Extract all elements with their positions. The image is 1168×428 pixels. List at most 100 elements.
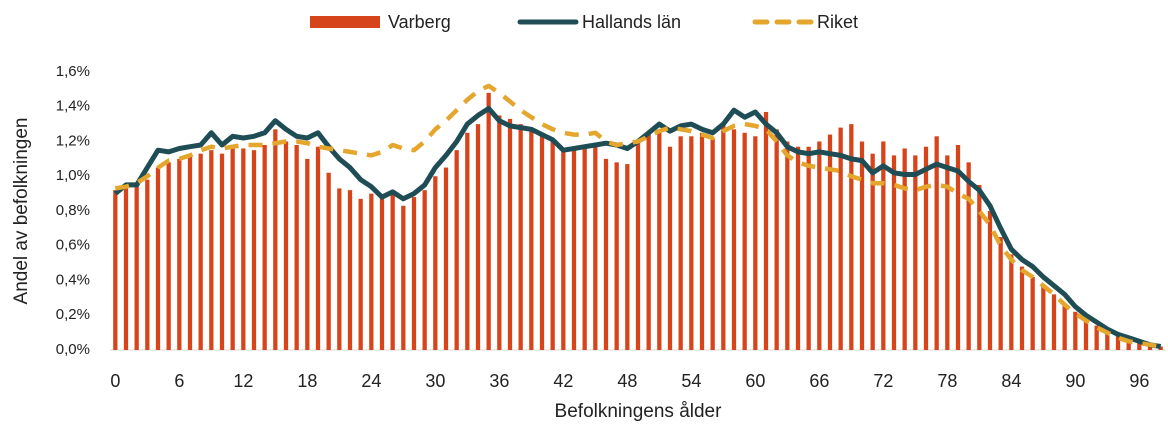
bar xyxy=(806,146,811,350)
bar xyxy=(262,144,267,350)
dashed-line xyxy=(114,83,1162,349)
bar xyxy=(305,158,310,350)
x-tick-label: 24 xyxy=(361,371,381,391)
bar xyxy=(763,111,769,351)
bar xyxy=(155,167,161,350)
bar xyxy=(273,129,278,350)
bar xyxy=(241,148,246,350)
bar xyxy=(475,124,481,350)
bar xyxy=(177,158,182,350)
bar xyxy=(518,124,523,350)
bar xyxy=(582,146,587,350)
bar xyxy=(859,141,865,350)
bar xyxy=(369,193,374,350)
bar xyxy=(507,118,513,350)
y-axis-title: Andel av befolkningen xyxy=(11,118,32,305)
bar xyxy=(731,129,737,350)
bar xyxy=(785,141,790,350)
x-axis-title: Befolkningens ålder xyxy=(555,401,723,422)
bar xyxy=(699,132,705,350)
bar xyxy=(689,136,694,350)
bar xyxy=(1030,277,1035,350)
bar xyxy=(1051,294,1057,350)
x-tick-label: 12 xyxy=(233,371,253,391)
y-tick-label: 1,2% xyxy=(56,132,90,149)
bar xyxy=(625,164,630,350)
bar xyxy=(902,148,907,350)
bar xyxy=(977,184,982,350)
x-tick-label: 42 xyxy=(553,371,573,391)
bar xyxy=(571,146,577,350)
bar xyxy=(337,188,342,350)
legend-label: Hallands län xyxy=(582,12,681,32)
bar xyxy=(923,146,929,350)
bar xyxy=(294,144,299,350)
bar xyxy=(166,162,171,350)
bar xyxy=(347,190,353,350)
bar xyxy=(1126,339,1131,350)
bar xyxy=(710,138,715,350)
x-tick-label: 6 xyxy=(174,371,184,391)
bar xyxy=(934,136,939,350)
bar xyxy=(358,198,363,350)
bar xyxy=(113,190,118,350)
y-tick-label: 1,0% xyxy=(56,167,90,184)
bar xyxy=(966,162,971,350)
bar xyxy=(614,162,619,350)
bar xyxy=(849,124,854,350)
x-tick-label: 66 xyxy=(809,371,829,391)
bar xyxy=(145,179,150,350)
bar xyxy=(315,146,321,350)
bar xyxy=(390,193,395,350)
y-tick-label: 0,2% xyxy=(56,306,90,323)
y-tick-label: 0,8% xyxy=(56,202,90,219)
bar xyxy=(251,150,257,350)
bar xyxy=(817,141,822,350)
bar xyxy=(721,124,726,350)
bar xyxy=(795,146,801,350)
bar xyxy=(134,184,139,350)
bar xyxy=(1062,304,1067,350)
legend-label: Varberg xyxy=(388,12,451,32)
bar xyxy=(998,237,1003,350)
bar xyxy=(187,155,193,350)
y-tick-label: 0,4% xyxy=(56,271,90,288)
bar xyxy=(411,197,417,350)
bar xyxy=(209,150,214,350)
bar xyxy=(230,146,235,350)
bar xyxy=(913,155,918,350)
bar xyxy=(1083,320,1089,350)
x-tick-label: 18 xyxy=(297,371,317,391)
y-tick-label: 0,6% xyxy=(56,237,90,254)
bar xyxy=(486,92,491,350)
bar xyxy=(593,144,598,350)
bar xyxy=(1019,266,1025,350)
bar xyxy=(1073,311,1078,350)
bar xyxy=(678,136,683,350)
bar xyxy=(539,132,545,350)
bar xyxy=(433,176,438,350)
legend-label: Riket xyxy=(817,12,858,32)
bar xyxy=(870,153,875,350)
bar xyxy=(379,197,385,350)
bar xyxy=(987,211,993,350)
bar xyxy=(742,132,747,350)
bar xyxy=(550,141,555,350)
bar xyxy=(497,115,502,350)
bar xyxy=(1158,346,1163,350)
bar xyxy=(219,153,225,350)
bar xyxy=(657,129,662,350)
bar xyxy=(945,155,950,350)
bar xyxy=(465,132,470,350)
bar xyxy=(753,136,758,350)
bar xyxy=(891,155,897,350)
bar xyxy=(1147,344,1153,350)
x-tick-label: 90 xyxy=(1065,371,1085,391)
bar xyxy=(529,127,534,350)
x-tick-label: 30 xyxy=(425,371,445,391)
bar xyxy=(635,141,641,350)
x-tick-label: 96 xyxy=(1129,371,1149,391)
bar xyxy=(827,134,833,350)
bar xyxy=(838,127,843,350)
